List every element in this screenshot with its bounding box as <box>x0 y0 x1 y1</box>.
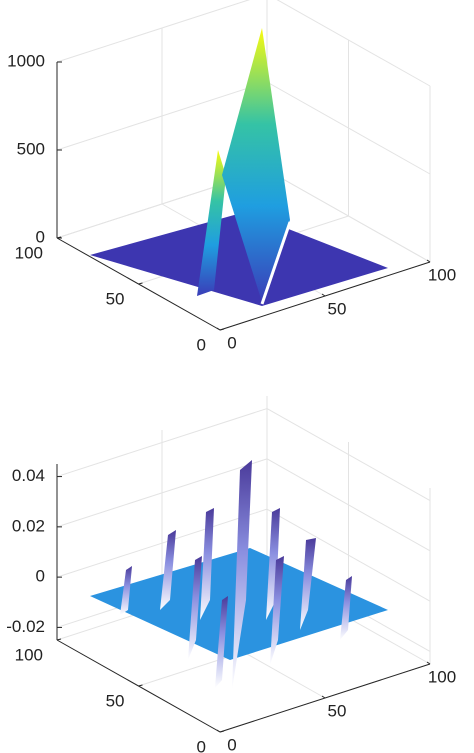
y-tick-label: 50 <box>106 691 125 710</box>
y-tick-label: 0 <box>197 737 206 753</box>
spike <box>160 530 176 610</box>
tick-mark <box>321 293 326 297</box>
z-tick-label: 0 <box>36 227 45 246</box>
spike <box>300 538 316 630</box>
y-tick-label: 100 <box>15 645 43 664</box>
grid-line <box>56 408 268 478</box>
grid-line <box>266 458 431 552</box>
z-tick-label: 500 <box>17 139 45 158</box>
ridge-back <box>197 150 226 296</box>
tick-mark <box>219 328 225 331</box>
grid-line <box>266 408 431 502</box>
tick-mark <box>138 684 143 687</box>
grid-line <box>266 81 431 175</box>
spike <box>232 460 252 690</box>
spike <box>200 508 214 620</box>
tick-mark <box>426 259 431 263</box>
surface-2 <box>90 460 388 690</box>
ridge-front <box>222 28 290 302</box>
grid-line <box>56 458 268 528</box>
z-tick-label: -0.02 <box>6 617 45 636</box>
grid-line <box>266 169 431 263</box>
x-tick-label: 100 <box>428 265 456 284</box>
grid-line <box>56 0 251 63</box>
y-tick-label: 100 <box>15 243 43 262</box>
tick-mark <box>138 282 143 285</box>
grid-line <box>56 81 268 151</box>
z-tick-label: 0.04 <box>12 466 45 485</box>
tick-mark <box>216 729 221 733</box>
tick-mark <box>216 327 221 331</box>
surface-1 <box>90 28 388 306</box>
x-tick-label: 0 <box>227 333 236 352</box>
spike <box>340 576 352 640</box>
tick-mark <box>426 661 431 665</box>
ridge-edge <box>260 221 292 305</box>
x-tick-label: 50 <box>328 701 347 720</box>
x-tick-label: 100 <box>428 667 456 686</box>
spike <box>266 508 280 620</box>
grid-line <box>276 0 431 87</box>
spike <box>270 556 284 665</box>
x-tick-label: 0 <box>227 735 236 753</box>
tick-mark <box>219 730 225 733</box>
z-tick-label: 0.02 <box>12 516 45 535</box>
tick-mark <box>321 695 326 699</box>
y-tick-label: 50 <box>106 289 125 308</box>
z-tick-label: 1000 <box>7 51 45 70</box>
surface-plot-2: 0 50 100 0 50 100 -0.02 0 0.02 0.04 <box>6 396 456 753</box>
grid-line <box>56 508 268 578</box>
floor-surface <box>90 212 388 306</box>
spike <box>215 596 228 688</box>
spike <box>120 566 132 615</box>
z-tick-label: 0 <box>36 567 45 586</box>
spike <box>188 556 202 660</box>
tick-mark <box>56 638 62 641</box>
x-tick-label: 50 <box>328 299 347 318</box>
grid-line <box>266 508 431 602</box>
y-tick-label: 0 <box>197 335 206 354</box>
